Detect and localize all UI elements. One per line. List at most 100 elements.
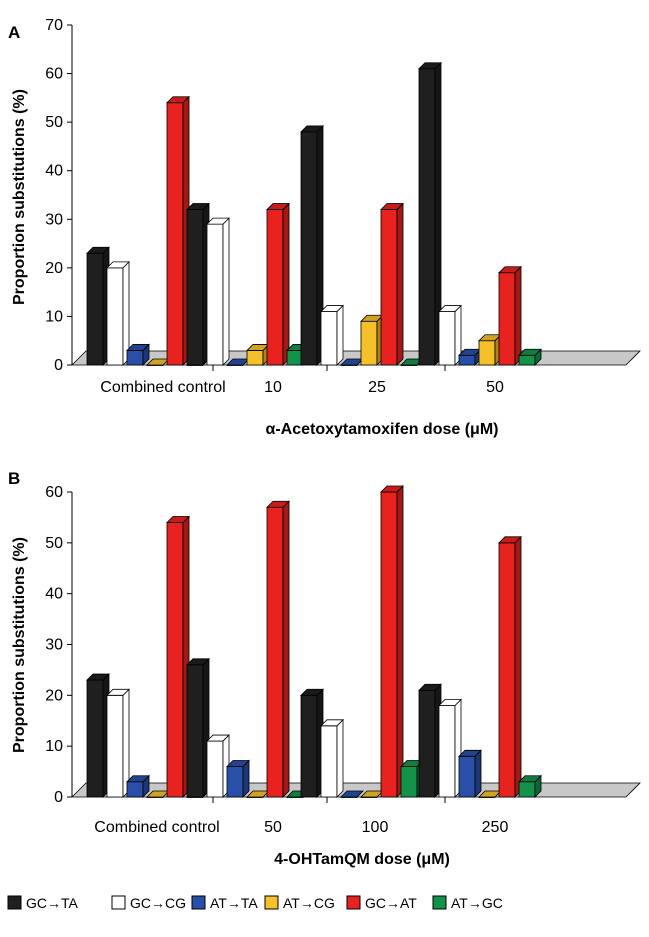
bar-front [86, 679, 104, 798]
bar-gc-to-at [380, 202, 404, 366]
legend-swatch [346, 895, 361, 910]
legend-swatch [7, 895, 22, 910]
chart-panel-b: B Proportion substitutions (%) 4-OHTamQM… [8, 469, 641, 868]
bar-top [340, 790, 364, 798]
bar-front [478, 340, 496, 366]
bar-front [418, 689, 436, 798]
bar-gc-to-at [498, 265, 522, 366]
y-tick-label: 60 [45, 66, 63, 83]
bar-front [458, 755, 476, 798]
y-tick-label: 30 [45, 637, 63, 654]
bar-top [438, 699, 462, 706]
bar-gc-to-ta [186, 202, 210, 366]
bar-front [320, 311, 338, 366]
bar-gc-to-cg [438, 304, 462, 366]
bar-at-to-cg [360, 314, 384, 366]
bar-at-to-ta [458, 348, 482, 366]
bar-gc-to-ta [418, 683, 442, 798]
bar-front [300, 694, 318, 798]
bar-front [498, 542, 516, 798]
legend-label: AT→GC [451, 895, 503, 911]
legend-swatch [432, 895, 447, 910]
bar-top [166, 96, 190, 104]
bar-gc-to-at [266, 500, 290, 798]
legend-item-at-to-gc: AT→GC [432, 895, 503, 911]
category-label: 10 [264, 379, 282, 396]
bar-at-to-cg [478, 333, 502, 366]
x-axis-label-a: α-Acetoxytamoxifen dose (μM) [266, 421, 499, 438]
bar-front [518, 781, 536, 798]
x-axis-label-b: 4-OHTamQM dose (μM) [274, 851, 450, 868]
category-label: 100 [362, 819, 389, 836]
bar-front [226, 766, 244, 798]
bar-gc-to-at [166, 515, 190, 798]
bar-top [498, 266, 522, 274]
bar-front [418, 68, 436, 366]
bar-side [222, 217, 230, 366]
bar-gc-to-ta [186, 657, 210, 798]
bar-side [336, 304, 344, 366]
bar-at-to-gc [518, 774, 542, 798]
bar-top [418, 683, 442, 691]
bar-front [186, 664, 204, 798]
y-axis-label-b: Proportion substitutions (%) [11, 537, 28, 753]
panel-letter-b: B [8, 469, 20, 488]
bar-gc-to-at [380, 485, 404, 798]
y-tick-label: 40 [45, 163, 63, 180]
y-tick-label: 60 [45, 484, 63, 501]
bars-b [86, 485, 542, 798]
bar-front [438, 311, 456, 366]
bar-top [186, 658, 210, 666]
bar-top [86, 673, 110, 681]
bar-front [246, 350, 264, 366]
bar-top [380, 203, 404, 210]
bar-top [300, 688, 324, 696]
bar-gc-to-ta [300, 124, 324, 366]
bar-front [380, 491, 398, 798]
bar-top [266, 203, 290, 210]
bar-gc-to-cg [320, 718, 344, 798]
bar-top [106, 688, 130, 696]
bar-top [438, 305, 462, 312]
bar-gc-to-cg [438, 698, 462, 798]
bar-top [266, 500, 290, 508]
bar-top [106, 261, 130, 269]
bar-gc-to-cg [106, 688, 130, 798]
bar-front [518, 354, 536, 366]
y-tick-label: 20 [45, 687, 63, 704]
bar-at-to-ta [126, 774, 150, 798]
bar-top [458, 749, 482, 757]
chart-panel-a: A Proportion substitutions (%) α-Acetoxy… [8, 17, 641, 438]
legend-label: GC→AT [365, 895, 417, 911]
legend-item-at-to-ta: AT→TA [191, 895, 258, 911]
category-labels-b: Combined control 50 100 250 [94, 819, 508, 836]
bar-gc-to-at [166, 95, 190, 366]
legend-item-at-to-cg: AT→CG [264, 895, 335, 911]
legend-label: GC→CG [130, 895, 186, 911]
bar-top [498, 536, 522, 544]
bar-gc-to-cg [206, 734, 230, 798]
bar-top [206, 734, 230, 742]
bar-at-to-gc [518, 348, 542, 366]
bar-front [380, 209, 398, 366]
bar-side [282, 202, 290, 366]
bar-top [186, 203, 210, 210]
bar-at-to-ta [340, 790, 364, 798]
bar-top [418, 62, 442, 70]
bar-gc-to-cg [106, 260, 130, 366]
bar-side [514, 265, 522, 366]
bar-top [320, 305, 344, 312]
y-tick-label: 70 [45, 17, 63, 34]
y-tick-label: 10 [45, 308, 63, 325]
bar-front [300, 131, 318, 366]
y-tick-label: 0 [54, 357, 63, 374]
y-tick-label: 30 [45, 211, 63, 228]
bar-gc-to-ta [86, 673, 110, 798]
category-labels-a: Combined control 10 25 50 [100, 379, 504, 396]
bar-at-to-ta [458, 749, 482, 798]
bar-front [186, 209, 204, 366]
bar-front [166, 522, 184, 798]
bars-a [86, 61, 542, 366]
bar-front [458, 354, 476, 366]
bar-front [166, 102, 184, 366]
